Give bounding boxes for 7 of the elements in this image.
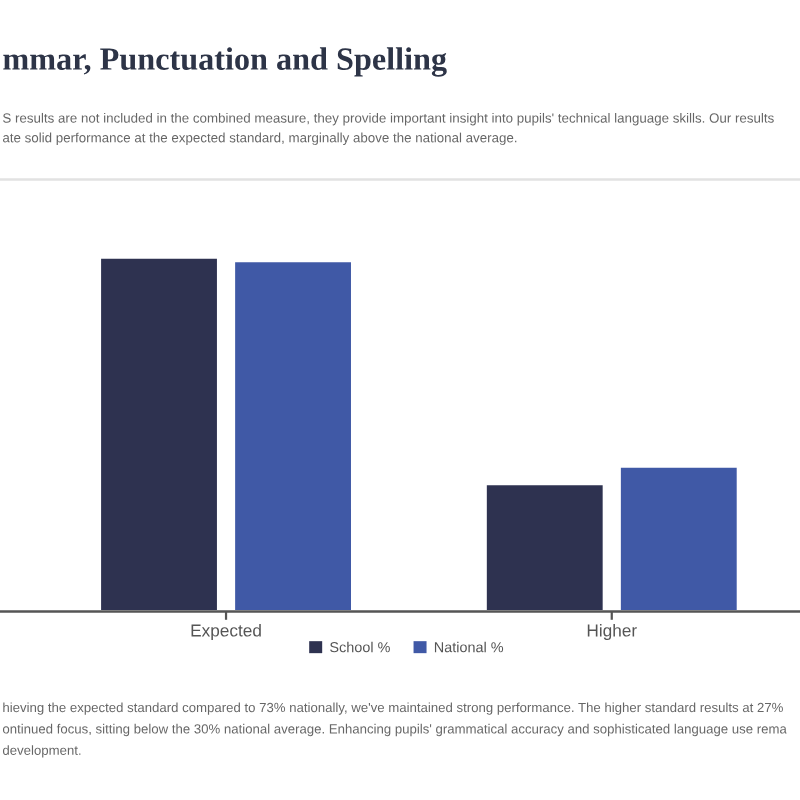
bar <box>618 464 740 612</box>
chart-title: mmar, Punctuation and Spelling <box>3 47 447 77</box>
x-tick-label: Higher <box>587 623 637 640</box>
bar <box>232 259 354 612</box>
bar <box>98 255 220 612</box>
x-tick-label: Expected <box>191 623 261 640</box>
bar <box>484 482 606 612</box>
